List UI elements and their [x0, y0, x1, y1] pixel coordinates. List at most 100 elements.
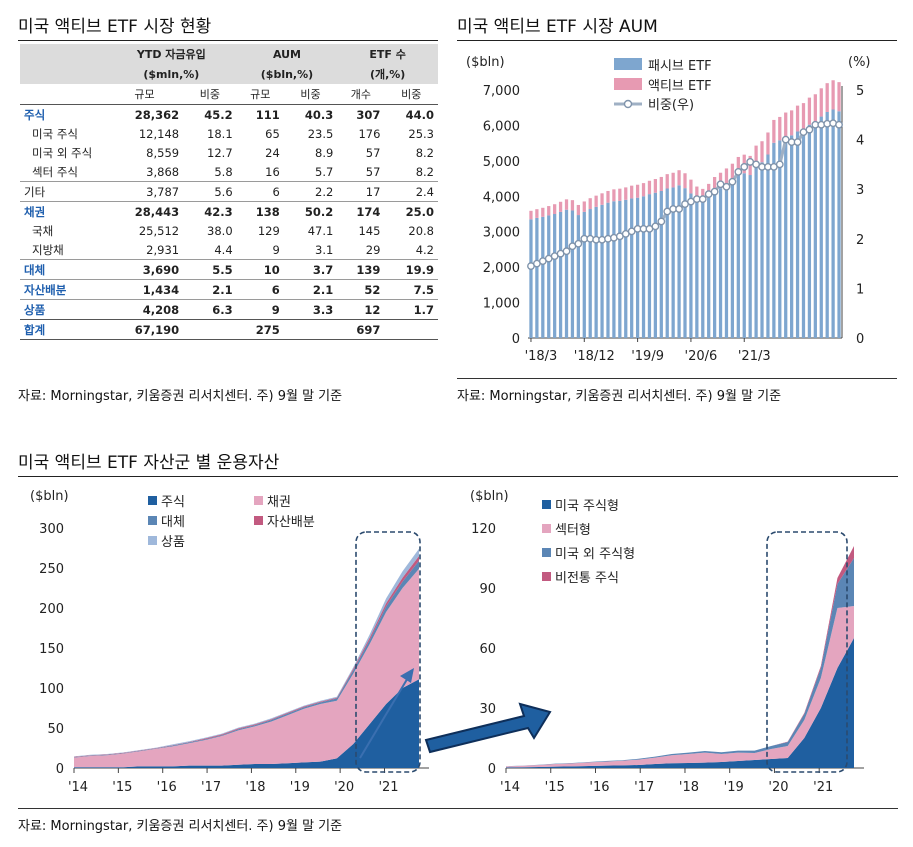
table-cell: 45.2	[204, 107, 233, 122]
y-tick-label: 4,000	[483, 190, 520, 205]
active-etf-bar	[837, 82, 841, 112]
active-etf-bar	[659, 176, 663, 191]
x-tick-label: '15	[112, 780, 132, 795]
table-cell: 12.7	[207, 145, 233, 160]
ratio-point	[657, 217, 666, 226]
table-cell: 57	[365, 164, 381, 179]
table-cell	[384, 319, 438, 340]
legend-swatch-active	[614, 78, 642, 90]
x-tick-label: '20	[768, 780, 788, 795]
active-etf-bar	[624, 187, 628, 200]
passive-etf-bar	[718, 188, 723, 338]
passive-etf-bar	[754, 165, 758, 338]
table-cell: 50.2	[283, 201, 338, 221]
table-cell: 40.3	[304, 107, 334, 122]
active-etf-bar	[807, 97, 812, 125]
table-cell: 4.4	[214, 242, 233, 257]
transition-arrow	[424, 702, 552, 754]
table-cell: 12	[337, 299, 385, 320]
passive-etf-bar	[606, 202, 610, 338]
passive-etf-bar	[553, 214, 557, 338]
ratio-point	[728, 177, 737, 186]
asset-class-area-chart: ($bln) 0 50 100 150 200 250 300 '14 '15 '16 '17 '18 '…	[30, 489, 429, 795]
passive-etf-bar	[570, 210, 575, 338]
legend-swatch	[542, 500, 551, 509]
area-채권	[74, 568, 419, 768]
table-title: 미국 액티브 ETF 시장 현황	[18, 17, 212, 37]
y2-tick-label: 1	[856, 282, 864, 297]
legend-swatch	[254, 496, 263, 505]
table-cell: 28,362	[134, 107, 180, 122]
active-etf-bar	[712, 177, 717, 192]
ratio-point	[698, 195, 707, 204]
passive-etf-bar	[736, 175, 740, 338]
passive-etf-bar	[582, 211, 586, 338]
table-cell: 6	[236, 181, 284, 202]
x-tick-label: '19/9	[631, 349, 664, 364]
header-blank	[20, 64, 106, 84]
table-cell: 24	[265, 145, 280, 160]
legend-label: 상품	[161, 535, 185, 550]
table-cell: 9	[272, 242, 280, 257]
ratio-point	[562, 247, 571, 256]
table-row: 미국 외 주식 8,559 12.7 24 8.9 57 8.2	[20, 143, 438, 162]
aum-chart-title: 미국 액티브 ETF 시장 AUM	[457, 17, 658, 37]
active-etf-bar	[547, 206, 551, 216]
table-row: 기타 3,787 5.6 6 2.2 17 2.4	[20, 181, 438, 202]
table-row: 미국 주식 12,148 18.1 65 23.5 176 25.3	[20, 124, 438, 143]
passive-etf-bar	[778, 140, 782, 338]
table-cell: 5.6	[183, 181, 237, 202]
aum-title-rule	[457, 40, 897, 41]
active-etf-bar	[588, 198, 592, 210]
trend-arrow-head	[400, 668, 414, 683]
subheader-cell: 비중	[283, 84, 338, 105]
passive-etf-bar	[689, 193, 693, 338]
table-cell: 25.0	[384, 201, 438, 221]
row-label: 섹터 주식	[32, 164, 78, 179]
table-row: 지방채 2,931 4.4 9 3.1 29 4.2	[20, 240, 438, 260]
passive-etf-bar	[653, 192, 658, 338]
y-tick-label: 5,000	[483, 155, 520, 170]
row-label: 상품	[20, 299, 106, 320]
table-title-rule	[18, 40, 438, 41]
table-cell: 5.7	[315, 164, 334, 179]
row-label: 주식	[24, 107, 46, 122]
table-cell: 3.7	[283, 259, 338, 280]
table-cell: 307	[356, 107, 381, 122]
y-axis-unit-label: ($bln)	[470, 489, 509, 504]
passive-etf-bar	[707, 197, 711, 338]
highlight-box	[766, 531, 848, 773]
active-etf-bar	[582, 201, 586, 212]
table-cell: 65	[265, 126, 280, 141]
y-tick-label: 2,000	[483, 261, 520, 276]
y-tick-label: 120	[471, 522, 496, 537]
table-cell: 5.5	[183, 259, 237, 280]
active-etf-bar	[641, 183, 646, 197]
passive-etf-bar	[594, 206, 598, 338]
table-cell: 4,208	[106, 299, 184, 320]
y-tick-label: 90	[479, 582, 496, 597]
passive-etf-bar	[831, 109, 835, 338]
passive-etf-bar	[535, 217, 539, 338]
active-etf-bar	[600, 193, 604, 205]
table-cell	[283, 319, 338, 340]
active-etf-bar	[558, 201, 563, 212]
passive-etf-bar	[819, 116, 823, 338]
legend-swatch-passive	[614, 58, 642, 70]
active-etf-bar	[677, 170, 681, 186]
y-tick-label: 0	[512, 332, 520, 347]
legend-swatch	[148, 536, 157, 545]
asset-section-title: 미국 액티브 ETF 자산군 별 운용자산	[18, 453, 280, 473]
table-cell: 18.1	[207, 126, 233, 141]
legend-label: 자산배분	[267, 515, 315, 530]
y-tick-label: 1,000	[483, 297, 520, 312]
table-cell: 1.7	[384, 299, 438, 320]
passive-etf-bar	[790, 135, 794, 338]
table-cell: 7.5	[384, 279, 438, 300]
table-cell: 4.2	[415, 242, 434, 257]
passive-etf-bar	[588, 209, 592, 338]
passive-etf-bar	[630, 198, 634, 338]
aum-bottom-rule	[457, 378, 897, 379]
active-etf-bar	[724, 168, 729, 185]
x-tick-label: '17	[201, 780, 221, 795]
